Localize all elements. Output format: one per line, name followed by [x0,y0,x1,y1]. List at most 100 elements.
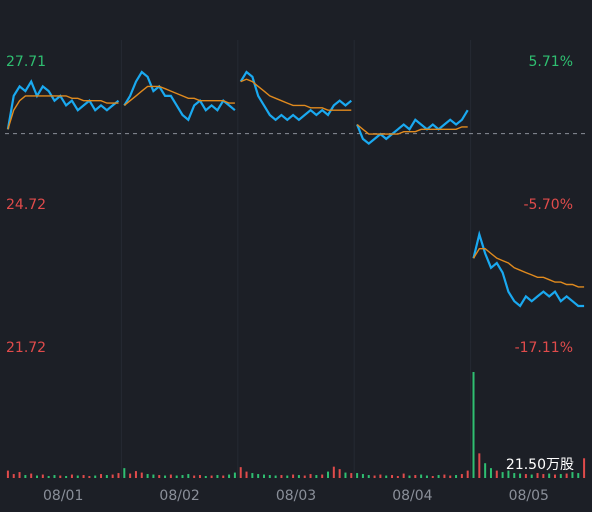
volume-bar [507,470,510,478]
volume-bar [338,469,341,478]
volume-bar [292,474,295,478]
volume-bar [210,475,213,478]
volume-bar [268,475,271,478]
volume-bar [187,474,190,478]
volume-bar [449,475,452,478]
volume-bar [431,476,434,478]
volume-bar [105,475,108,478]
volume-bar [577,473,580,478]
price-line [123,70,236,122]
x-tick-label: 08/01 [43,488,83,504]
volume-bar [245,471,248,478]
volume-bar [158,475,161,478]
volume-bar [140,472,143,478]
average-line [7,95,119,130]
x-tick-label: 08/03 [276,488,316,504]
volume-bar [530,474,533,478]
volume-bar [425,475,428,478]
volume-bar [286,475,289,478]
volume-bar [76,475,79,478]
volume-bar [571,472,574,478]
volume-bar [420,474,423,478]
volume-bar [356,473,359,478]
y2-tick-label: -17.11% [515,340,573,356]
volume-bar [65,476,68,478]
volume-bar [222,475,225,478]
volume-bar [332,466,335,478]
volume-bar [536,473,539,478]
volume-bar [175,475,178,478]
volume-bar [367,475,370,478]
volume-bar [455,475,458,478]
volume-bar [321,474,324,478]
volume-bar [193,475,196,478]
volume-bar [152,474,155,478]
volume-bar [257,474,260,478]
volume-bar [111,474,114,478]
volume-bar [303,475,306,478]
volume-bar [583,458,586,478]
volume-bar [53,475,56,478]
price-line [6,79,120,130]
volume-bar [379,474,382,478]
volume-bar [524,474,527,478]
volume-bar [489,468,492,478]
volume-bar [542,474,545,478]
y2-tick-label: -5.70% [523,197,573,213]
volume-bar [129,473,132,478]
x-tick-label: 08/04 [392,488,432,504]
average-line [472,248,585,288]
volume-bar [385,475,388,478]
volume-bar [548,473,551,478]
volume-bar [18,472,21,478]
volume-bar [396,476,399,478]
volume-bar [164,475,167,478]
volume-bar [495,470,498,478]
volume-bar [513,473,516,478]
volume-bar [437,475,440,478]
average-line [123,85,235,106]
volume-bar [408,475,411,478]
volume-bar [478,453,481,478]
volume-bar [472,372,475,478]
volume-bar [553,474,556,478]
volume-bar [251,473,254,478]
volume-bar [361,474,364,478]
volume-bar [280,475,283,478]
volume-bar [239,467,242,478]
volume-bar [565,473,568,478]
volume-bar [559,474,562,478]
average-line [356,123,468,135]
volume-bar [216,475,219,478]
y-tick-label: 21.72 [6,340,46,356]
volume-bar [134,471,137,478]
volume-bar [24,475,27,478]
y-tick-label: 24.72 [6,197,46,213]
volume-bar [262,474,265,478]
volume-bar [100,474,103,478]
volume-bar [181,475,184,478]
volume-bar [94,475,97,478]
volume-bar [297,475,300,478]
y-tick-label: 27.71 [6,54,46,70]
price-line [472,230,585,308]
volume-bar [414,475,417,478]
price-line [239,70,352,122]
volume-bar [117,473,120,478]
volume-bar [484,463,487,478]
volume-bar [70,474,73,478]
volume-bar [41,474,44,478]
volume-bar [198,475,201,478]
volume-bar [204,476,207,478]
volume-bar [373,475,376,478]
volume-bar [88,476,91,478]
volume-bar [344,472,347,478]
volume-bar [443,474,446,478]
volume-bar [460,474,463,478]
volume-bar [30,473,33,478]
volume-bar [36,475,39,478]
volume-bar [82,475,85,478]
volume-bar [466,470,469,478]
